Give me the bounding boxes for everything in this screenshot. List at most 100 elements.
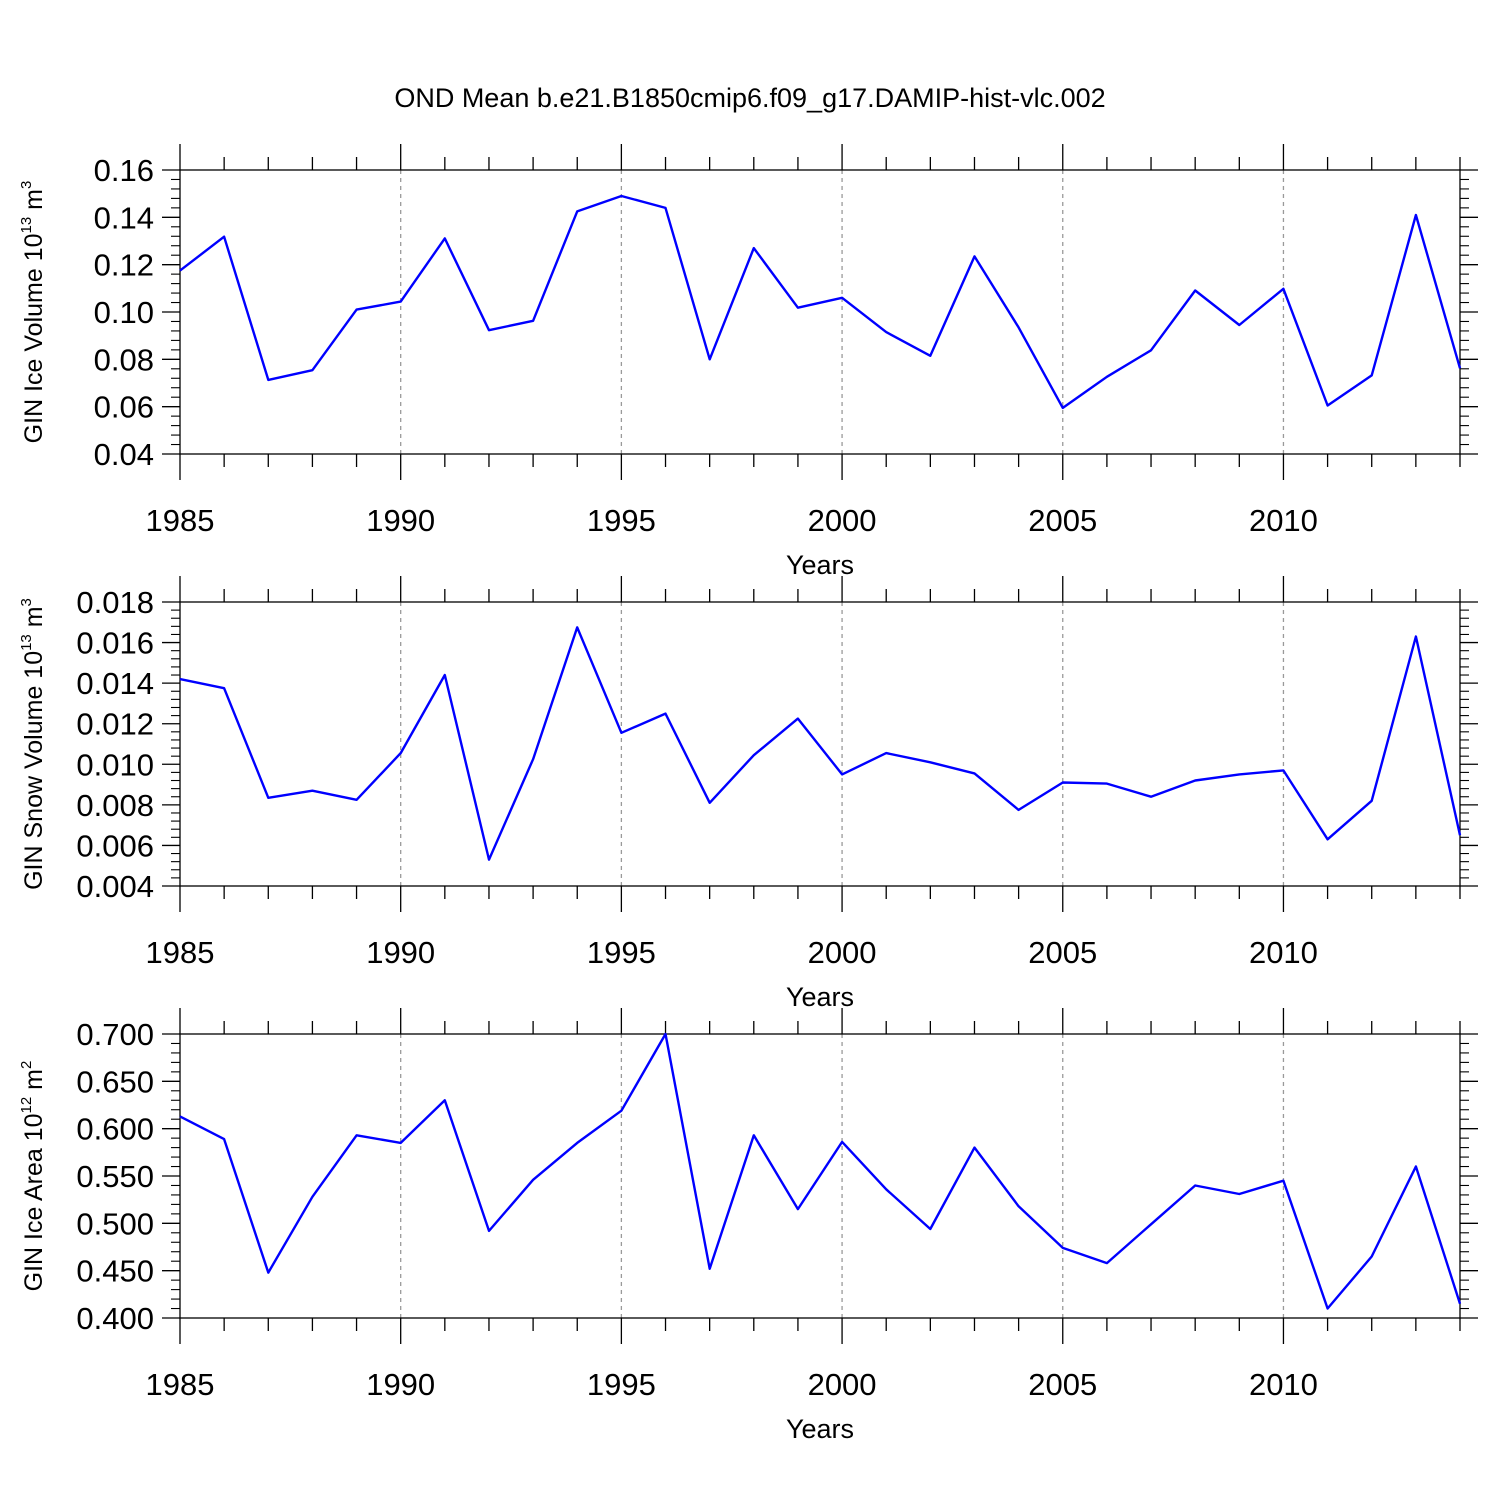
data-point (310, 1195, 314, 1199)
data-point (708, 801, 712, 805)
panels: 0.04 0.06 0.08 0.10 0.12 0.14 0.16 1985 1990 1995… (18, 144, 1478, 1444)
data-point (443, 673, 447, 677)
y-tick-label: 0.14 (94, 200, 154, 235)
data-point (575, 209, 579, 213)
data-point (840, 296, 844, 300)
y-tick-label: 0.012 (76, 707, 154, 742)
data-point (619, 1109, 623, 1113)
data-point (575, 1141, 579, 1145)
data-point (266, 1271, 270, 1275)
y-tick-label: 0.450 (76, 1254, 154, 1289)
data-point (1017, 325, 1021, 329)
x-tick-label: 1985 (146, 1367, 215, 1402)
data-point (840, 1140, 844, 1144)
data-point (1281, 1179, 1285, 1183)
data-point (266, 796, 270, 800)
y-tick-label: 0.06 (94, 390, 154, 425)
data-point (575, 625, 579, 629)
data-point (1105, 1261, 1109, 1265)
data-point (1458, 366, 1462, 370)
data-point (752, 1133, 756, 1137)
panel-2: 0.004 0.006 0.008 0.010 0.012 0.014 0.016 0.018… (18, 576, 1478, 1012)
data-point (355, 798, 359, 802)
data-point (1458, 833, 1462, 837)
y-tick-label: 0.550 (76, 1159, 154, 1194)
data-point (443, 1098, 447, 1102)
panel-3: 0.400 0.450 0.500 0.550 0.600 0.650 0.700 1985 1… (18, 1008, 1478, 1444)
data-point (664, 712, 668, 716)
data-point (884, 330, 888, 334)
data-point (355, 308, 359, 312)
data-point (1061, 1246, 1065, 1250)
x-axis-label: Years (786, 550, 854, 580)
data-point (928, 1227, 932, 1231)
data-point (972, 1146, 976, 1150)
data-point (1281, 287, 1285, 291)
data-point (310, 789, 314, 793)
data-point (1193, 779, 1197, 783)
x-tick-label: 1995 (587, 935, 656, 970)
y-tick-label: 0.006 (76, 828, 154, 863)
data-point (310, 368, 314, 372)
x-axis-label: Years (786, 982, 854, 1012)
panel-1: 0.04 0.06 0.08 0.10 0.12 0.14 0.16 1985 1990 1995… (18, 144, 1478, 580)
figure-title: OND Mean b.e21.B1850cmip6.f09_g17.DAMIP-… (394, 83, 1105, 113)
data-point (1149, 795, 1153, 799)
x-tick-label: 2010 (1249, 1367, 1318, 1402)
data-point (1237, 1192, 1241, 1196)
y-tick-label: 0.008 (76, 788, 154, 823)
y-tick-label: 0.010 (76, 747, 154, 782)
x-tick-label: 2000 (808, 935, 877, 970)
series-line (179, 194, 1462, 410)
x-tick-label: 2000 (808, 1367, 877, 1402)
x-tick-label: 1985 (146, 935, 215, 970)
data-point (443, 236, 447, 240)
data-point (1370, 799, 1374, 803)
data-point (399, 751, 403, 755)
y-tick-label: 0.700 (76, 1017, 154, 1052)
data-point (1237, 323, 1241, 327)
data-point (1061, 406, 1065, 410)
data-point (708, 357, 712, 361)
data-point (972, 254, 976, 258)
data-point (1237, 772, 1241, 776)
data-point (222, 235, 226, 239)
data-point (1414, 1165, 1418, 1169)
y-tick-label: 0.004 (76, 869, 154, 904)
data-point (1149, 1222, 1153, 1226)
data-point (1326, 403, 1330, 407)
data-point (1370, 373, 1374, 377)
data-point (531, 757, 535, 761)
data-point (664, 206, 668, 210)
y-tick-label: 0.12 (94, 248, 154, 283)
data-point (487, 858, 491, 862)
y-tick-label: 0.650 (76, 1064, 154, 1099)
data-point (664, 1032, 668, 1036)
plot-frame (179, 601, 1461, 887)
data-point (796, 1207, 800, 1211)
data-point (266, 378, 270, 382)
data-point (222, 1137, 226, 1141)
x-tick-label: 1990 (366, 1367, 435, 1402)
data-point (531, 1178, 535, 1182)
data-point (1193, 1183, 1197, 1187)
series-line (179, 1032, 1462, 1310)
data-point (884, 1187, 888, 1191)
data-point (1326, 837, 1330, 841)
data-point (1105, 375, 1109, 379)
x-tick-label: 2005 (1028, 503, 1097, 538)
x-tick-label: 2010 (1249, 935, 1318, 970)
data-point (884, 751, 888, 755)
x-tick-label: 1985 (146, 503, 215, 538)
x-tick-label: 1995 (587, 503, 656, 538)
x-tick-label: 1990 (366, 503, 435, 538)
data-point (222, 686, 226, 690)
plot-frame (179, 169, 1461, 455)
y-tick-label: 0.08 (94, 342, 154, 377)
data-point (972, 771, 976, 775)
x-tick-label: 1995 (587, 1367, 656, 1402)
data-point (531, 319, 535, 323)
data-point (796, 306, 800, 310)
data-point (1458, 1302, 1462, 1306)
